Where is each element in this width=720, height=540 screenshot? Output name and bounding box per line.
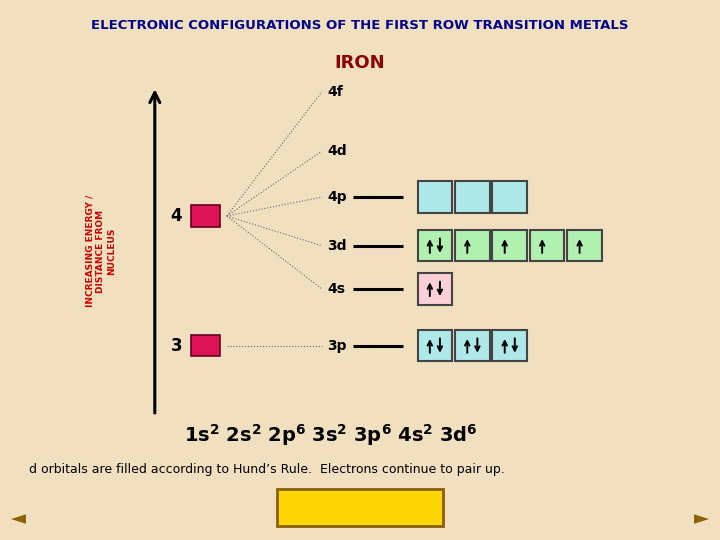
- Bar: [492, 230, 527, 261]
- Bar: [530, 230, 564, 261]
- Text: IRON: IRON: [335, 54, 385, 72]
- Bar: [567, 230, 602, 261]
- Bar: [418, 330, 452, 361]
- Bar: [492, 181, 527, 213]
- Text: HUND’S RULE OF
MAXIMUM MULTIPLICITY: HUND’S RULE OF MAXIMUM MULTIPLICITY: [284, 497, 436, 518]
- Bar: [455, 230, 490, 261]
- Text: 3d: 3d: [328, 239, 347, 253]
- Bar: [418, 230, 452, 261]
- Bar: [277, 489, 443, 526]
- Text: 4d: 4d: [328, 144, 347, 158]
- Bar: [191, 335, 220, 356]
- Text: INCREASING ENERGY /
DISTANCE FROM
NUCLEUS: INCREASING ENERGY / DISTANCE FROM NUCLEU…: [86, 195, 116, 307]
- Text: $\mathbf{1s^2\ 2s^2\ 2p^6\ 3s^2\ 3p^6\ 4s^2\ 3d^6}$: $\mathbf{1s^2\ 2s^2\ 2p^6\ 3s^2\ 3p^6\ 4…: [184, 422, 478, 448]
- Bar: [418, 181, 452, 213]
- Text: d orbitals are filled according to Hund’s Rule.  Electrons continue to pair up.: d orbitals are filled according to Hund’…: [29, 463, 505, 476]
- Text: ELECTRONIC CONFIGURATIONS OF THE FIRST ROW TRANSITION METALS: ELECTRONIC CONFIGURATIONS OF THE FIRST R…: [91, 19, 629, 32]
- Bar: [492, 330, 527, 361]
- Text: 4s: 4s: [328, 282, 346, 296]
- Text: 4f: 4f: [328, 85, 343, 99]
- Bar: [418, 273, 452, 305]
- Text: 4p: 4p: [328, 190, 347, 204]
- Text: 3: 3: [171, 336, 182, 355]
- Text: 3p: 3p: [328, 339, 347, 353]
- Text: ►: ►: [694, 509, 709, 528]
- Bar: [455, 330, 490, 361]
- Bar: [455, 181, 490, 213]
- Bar: [191, 205, 220, 227]
- Text: ◄: ◄: [11, 509, 26, 528]
- Text: 4: 4: [171, 207, 182, 225]
